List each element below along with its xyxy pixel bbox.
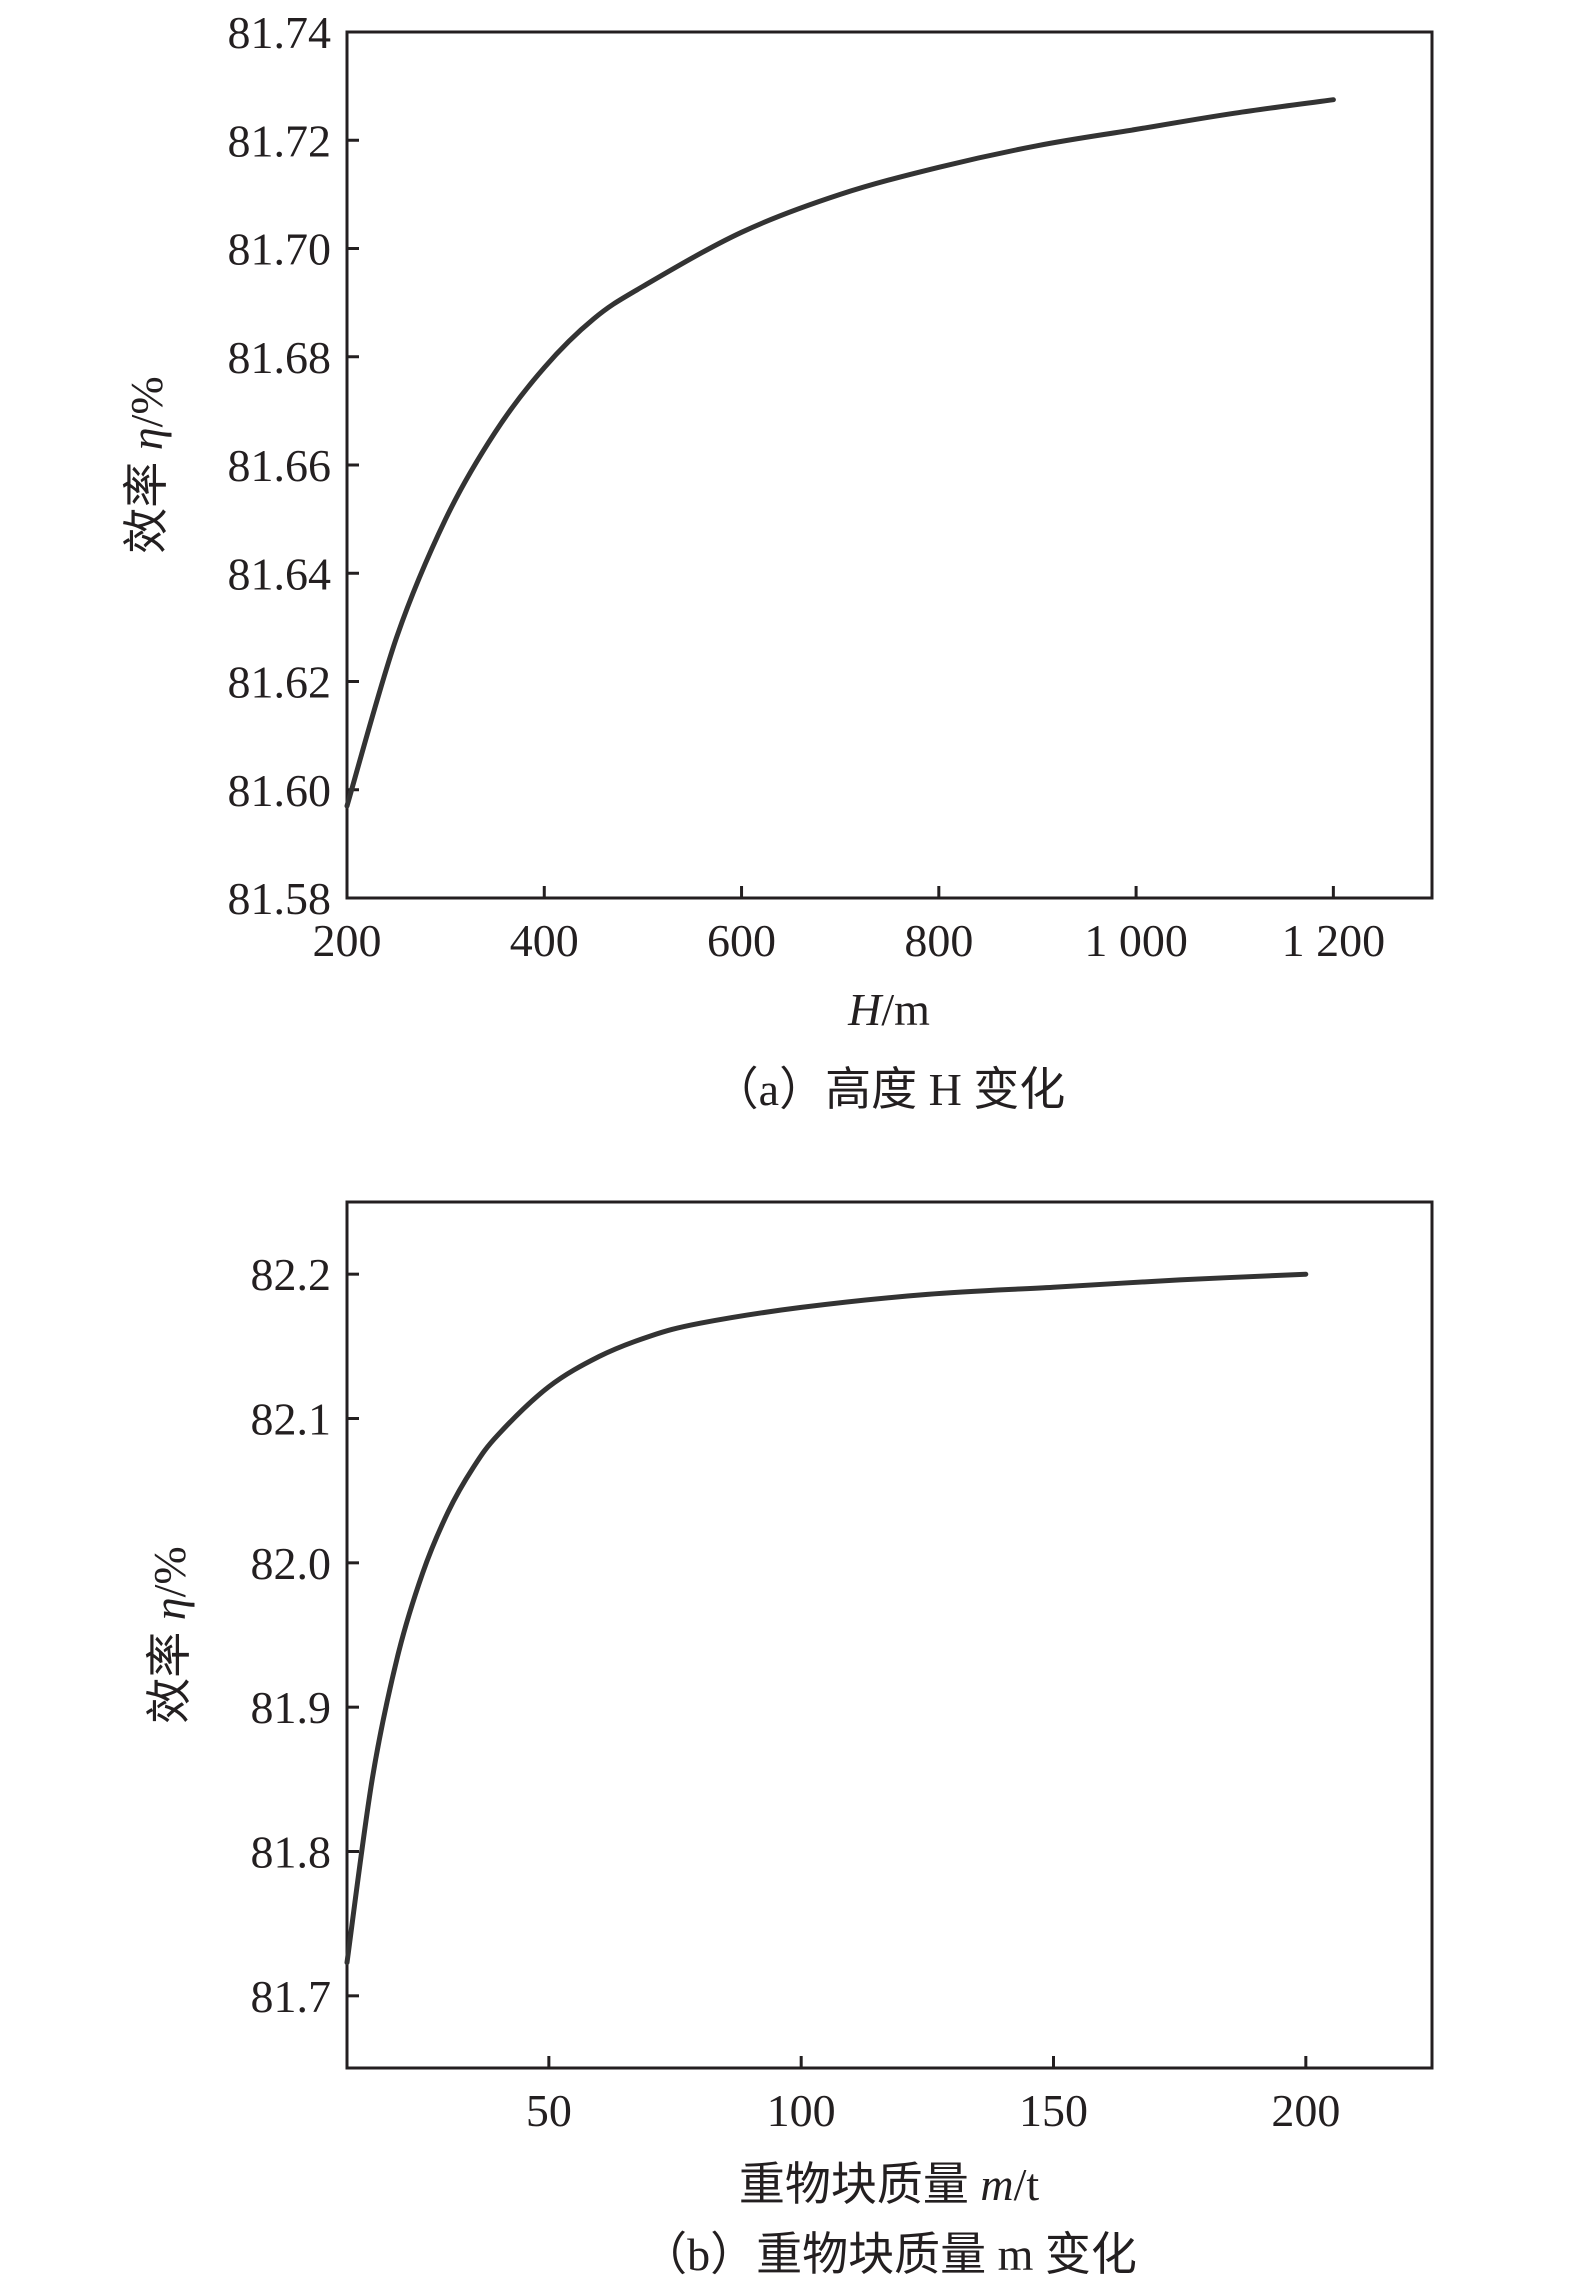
y-tick-label: 81.58 [228, 873, 332, 924]
y-ticks: 81.7 81.8 81.9 82.0 82.1 82.2 [251, 1249, 359, 2022]
x-axis-label: H/m [847, 984, 930, 1035]
x-tick-label: 150 [1019, 2085, 1088, 2136]
x-tick-label: 600 [707, 915, 776, 966]
x-tick-label: 800 [904, 915, 973, 966]
y-tick-label: 82.0 [251, 1538, 332, 1589]
x-tick-label: 200 [313, 915, 382, 966]
chart-mass: 50 100 150 200 81.7 81.8 81.9 82.0 82.1 82.2 重物块… [144, 1200, 1434, 2280]
y-tick-label: 81.9 [251, 1682, 332, 1733]
chart-caption: （a）高度 H 变化 [713, 1064, 1066, 1115]
y-tick-label: 81.7 [251, 1971, 332, 2022]
efficiency-curve [344, 1271, 1309, 1966]
y-tick-label: 82.1 [251, 1394, 332, 1445]
x-tick-label: 100 [767, 2085, 836, 2136]
y-tick-label: 81.64 [228, 548, 332, 599]
y-tick-label: 81.62 [228, 657, 332, 708]
x-ticks: 200 400 600 800 1 000 1 200 [313, 886, 1386, 966]
y-axis-label: 效率 η/% [144, 1546, 195, 1723]
x-ticks: 50 100 150 200 [526, 2056, 1340, 2136]
y-tick-label: 81.66 [228, 440, 332, 491]
x-axis-label: 重物块质量 m/t [739, 2159, 1040, 2210]
x-tick-label: 200 [1271, 2085, 1340, 2136]
x-tick-label: 50 [526, 2085, 572, 2136]
efficiency-curve [344, 97, 1336, 809]
plot-frame [345, 30, 1434, 900]
y-tick-label: 81.68 [228, 332, 332, 383]
x-tick-label: 1 000 [1084, 915, 1188, 966]
y-tick-label: 81.72 [228, 115, 332, 166]
y-axis-label: 效率 η/% [121, 376, 172, 553]
y-tick-label: 81.74 [228, 7, 332, 58]
y-tick-label: 81.70 [228, 224, 332, 275]
chart-caption: （b）重物块质量 m 变化 [641, 2229, 1137, 2280]
x-tick-label: 1 200 [1282, 915, 1386, 966]
plot-frame [345, 1200, 1434, 2070]
chart-height: 200 400 600 800 1 000 1 200 81.5881.6081.6281… [121, 7, 1434, 1115]
y-ticks: 81.58 81.60 81.62 81.64 81.66 81.68 81.70 81.72… [228, 7, 359, 924]
y-tick-label: 81.60 [228, 765, 332, 816]
y-tick-label: 81.8 [251, 1827, 332, 1878]
y-tick-label: 82.2 [251, 1249, 332, 1300]
x-tick-label: 400 [510, 915, 579, 966]
